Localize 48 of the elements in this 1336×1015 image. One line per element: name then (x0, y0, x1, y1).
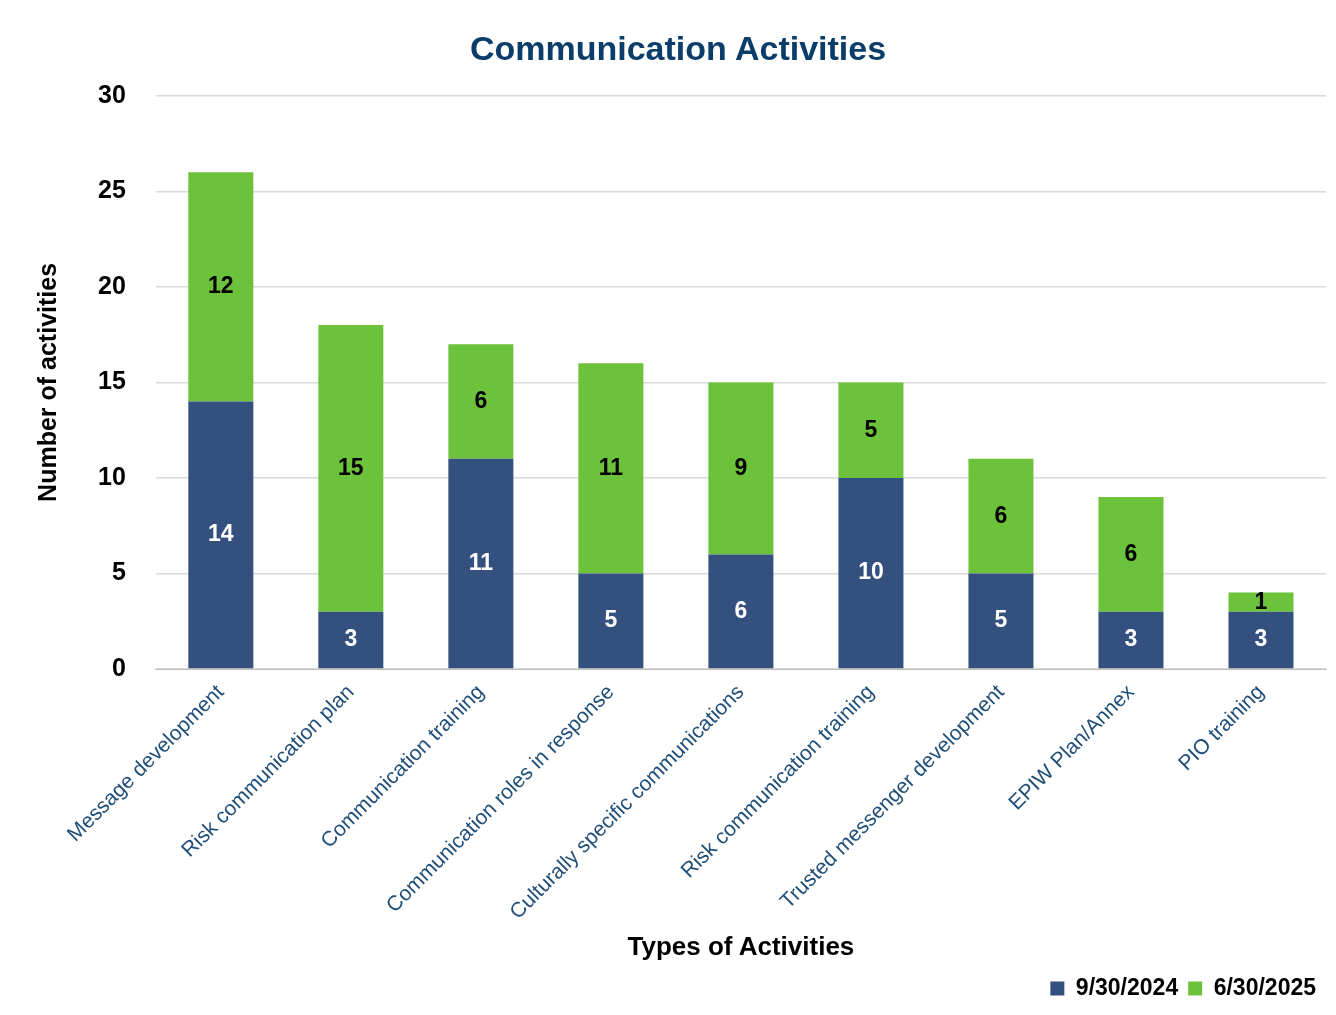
data-label: 9 (734, 453, 748, 480)
data-label: 3 (1124, 625, 1138, 652)
bar (838, 382, 904, 478)
data-label: 3 (344, 625, 358, 652)
chart-title: Communication Activities (469, 28, 887, 67)
data-label: 11 (468, 548, 494, 575)
data-label: 5 (604, 606, 618, 633)
bar (318, 325, 384, 612)
data-label: 10 (858, 558, 884, 585)
bar (968, 458, 1034, 574)
data-label: 14 (208, 520, 234, 547)
bar (188, 401, 254, 669)
data-label: 12 (208, 272, 234, 299)
y-tick-label: 25 (98, 175, 126, 204)
data-label: 5 (994, 606, 1008, 633)
data-label: 6 (734, 596, 748, 623)
bar (1098, 497, 1164, 612)
bar (578, 573, 644, 669)
bar (1228, 611, 1294, 669)
data-label: 1 (1254, 587, 1268, 614)
bar (578, 363, 644, 574)
data-label: 6 (1124, 539, 1138, 566)
data-label: 3 (1254, 625, 1268, 652)
bar (448, 344, 514, 459)
bar (838, 477, 904, 669)
data-label: 15 (338, 453, 364, 480)
bar (968, 573, 1034, 669)
y-tick-label: 10 (98, 461, 126, 490)
bar (448, 458, 514, 669)
x-axis-title: Types of Activities (627, 930, 855, 961)
data-label: 11 (598, 453, 624, 480)
legend-label: 6/30/2025 (1213, 973, 1317, 1000)
y-tick-label: 30 (98, 79, 126, 108)
data-label: 5 (864, 415, 878, 442)
bar (1098, 611, 1164, 669)
bar (188, 172, 254, 402)
legend-label: 9/30/2024 (1075, 973, 1179, 1000)
y-tick-label: 0 (111, 652, 126, 681)
bar (708, 554, 774, 669)
data-label: 6 (994, 501, 1008, 528)
bar (318, 611, 384, 669)
bar (708, 382, 774, 555)
y-tick-label: 20 (98, 270, 126, 299)
y-tick-label: 5 (111, 557, 126, 586)
bar (1228, 592, 1294, 612)
data-label: 6 (474, 386, 488, 413)
y-axis-title: Number of activities (32, 262, 61, 502)
y-tick-label: 15 (98, 366, 126, 395)
